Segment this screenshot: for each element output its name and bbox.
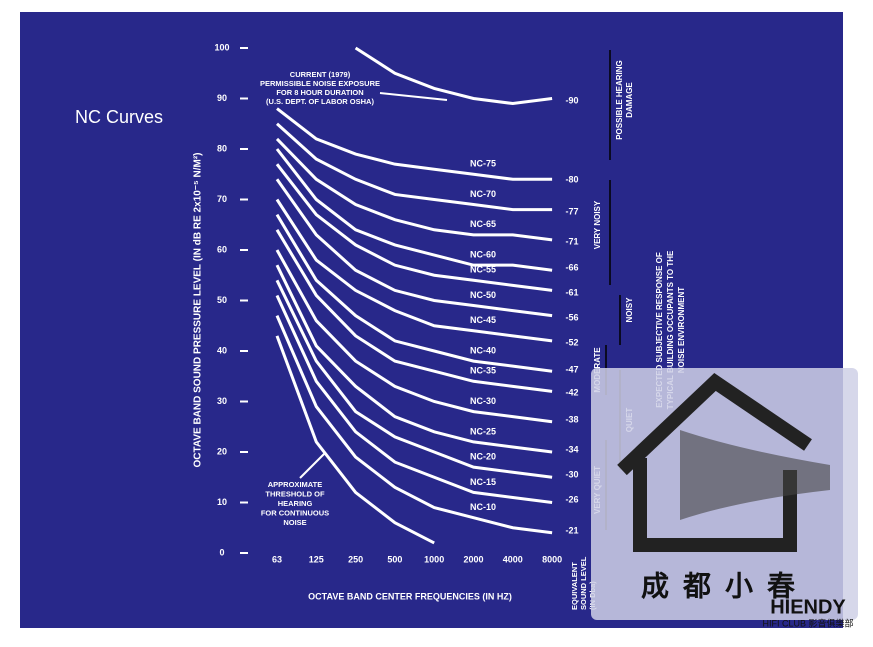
series-label: NC-65 [470, 219, 496, 229]
zone-label: VERY NOISY [593, 200, 602, 249]
series-label: NC-50 [470, 290, 496, 300]
x-tick-label: 250 [348, 554, 363, 564]
y-tick-label: 10 [217, 497, 227, 507]
nc-curve [275, 315, 553, 535]
equivalent-level: -26 [565, 494, 578, 504]
equivalent-level: -21 [565, 525, 578, 535]
y-tick-label: 30 [217, 396, 227, 406]
watermark-brand: HIENDY [770, 596, 846, 618]
y-tick-label: 90 [217, 93, 227, 103]
zone-label: POSSIBLE HEARING [615, 60, 624, 140]
equivalent-level: -56 [565, 312, 578, 322]
x-tick-label: 8000 [542, 554, 562, 564]
x-tick-label: 1000 [424, 554, 444, 564]
nc-curve [275, 229, 553, 393]
annotation-arrow [379, 92, 448, 101]
y-axis-label: OCTAVE BAND SOUND PRESSURE LEVEL (IN dB … [193, 152, 204, 467]
x-tick-label: 125 [309, 554, 324, 564]
series-label: NC-40 [470, 345, 496, 355]
nc-curve [275, 264, 553, 454]
series-label: NC-75 [470, 159, 496, 169]
equivalent-title: EQUIVALENT [570, 562, 579, 610]
watermark [591, 368, 858, 620]
zone-label: NOISY [625, 297, 634, 323]
series-label: NC-35 [470, 366, 496, 376]
chart-title: NC Curves [75, 107, 163, 127]
annotation: APPROXIMATE [268, 480, 322, 489]
x-axis-label: OCTAVE BAND CENTER FREQUENCIES (IN HZ) [308, 591, 512, 601]
watermark-house [617, 373, 812, 552]
series-label: NC-45 [470, 315, 496, 325]
response-title: NOISE ENVIRONMENT [677, 287, 686, 373]
x-tick-label: 500 [387, 554, 402, 564]
response-title: TYPICAL BUILDING OCCUPANTS TO THE [666, 250, 675, 409]
equivalent-level: -42 [565, 387, 578, 397]
y-tick-label: 20 [217, 446, 227, 456]
watermark-film [680, 430, 830, 520]
annotation: CURRENT (1979) [290, 70, 351, 79]
y-tick-label: 40 [217, 345, 227, 355]
nc-curve [276, 107, 553, 181]
nc-curve [275, 294, 553, 504]
equivalent-level: -61 [565, 287, 578, 297]
x-tick-label: 2000 [463, 554, 483, 564]
zone-label: DAMAGE [625, 82, 634, 118]
annotation: HEARING [278, 499, 313, 508]
x-tick-label: 63 [272, 554, 282, 564]
nc-curve [275, 249, 553, 424]
response-title: EXPECTED SUBJECTIVE RESPONSE OF [655, 252, 664, 408]
annotation: FOR CONTINUOUS [261, 508, 329, 517]
nc-curve [275, 279, 553, 479]
annotation: THRESHOLD OF [265, 489, 325, 498]
equivalent-title: SOUND LEVEL [579, 556, 588, 610]
equivalent-level: -77 [565, 206, 578, 216]
y-tick-label: 80 [217, 143, 227, 153]
equivalent-level: -66 [565, 262, 578, 272]
series-label: NC-55 [470, 265, 496, 275]
equivalent-level: -52 [565, 337, 578, 347]
watermark-text: 成都小春 [641, 570, 809, 601]
equivalent-level: -30 [565, 469, 578, 479]
y-tick-label: 0 [219, 547, 224, 557]
x-tick-label: 4000 [503, 554, 523, 564]
nc-curve [275, 213, 553, 373]
y-tick-label: 50 [217, 295, 227, 305]
series-label: NC-30 [470, 396, 496, 406]
series-label: NC-25 [470, 426, 496, 436]
annotation: (U.S. DEPT. OF LABOR OSHA) [266, 97, 374, 106]
y-tick-label: 60 [217, 244, 227, 254]
series-label: NC-15 [470, 477, 496, 487]
series-label: NC-10 [470, 502, 496, 512]
nc-curve [275, 178, 553, 318]
annotation: FOR 8 HOUR DURATION [276, 88, 363, 97]
series-label: NC-60 [470, 250, 496, 260]
threshold-curve [275, 335, 435, 545]
annotation: PERMISSIBLE NOISE EXPOSURE [260, 79, 380, 88]
osha-curve [354, 46, 553, 106]
equivalent-level: -47 [565, 364, 578, 374]
annotation: NOISE [283, 518, 306, 527]
y-tick-label: 100 [214, 42, 229, 52]
nc-curve [275, 122, 553, 212]
nc-curve [275, 163, 553, 292]
nc-curve [275, 137, 553, 242]
nc-curve [275, 148, 553, 272]
equivalent-level: -80 [565, 174, 578, 184]
annotation-arrow [299, 452, 326, 479]
y-tick-label: 70 [217, 194, 227, 204]
series-label: NC-70 [470, 189, 496, 199]
watermark-sub: HIFI CLUB 影音俱樂部 [762, 617, 853, 628]
equivalent-level: -90 [565, 95, 578, 105]
equivalent-level: -34 [565, 444, 578, 454]
equivalent-level: -38 [565, 414, 578, 424]
series-label: NC-20 [470, 452, 496, 462]
nc-curve [275, 198, 553, 343]
equivalent-level: -71 [565, 236, 578, 246]
